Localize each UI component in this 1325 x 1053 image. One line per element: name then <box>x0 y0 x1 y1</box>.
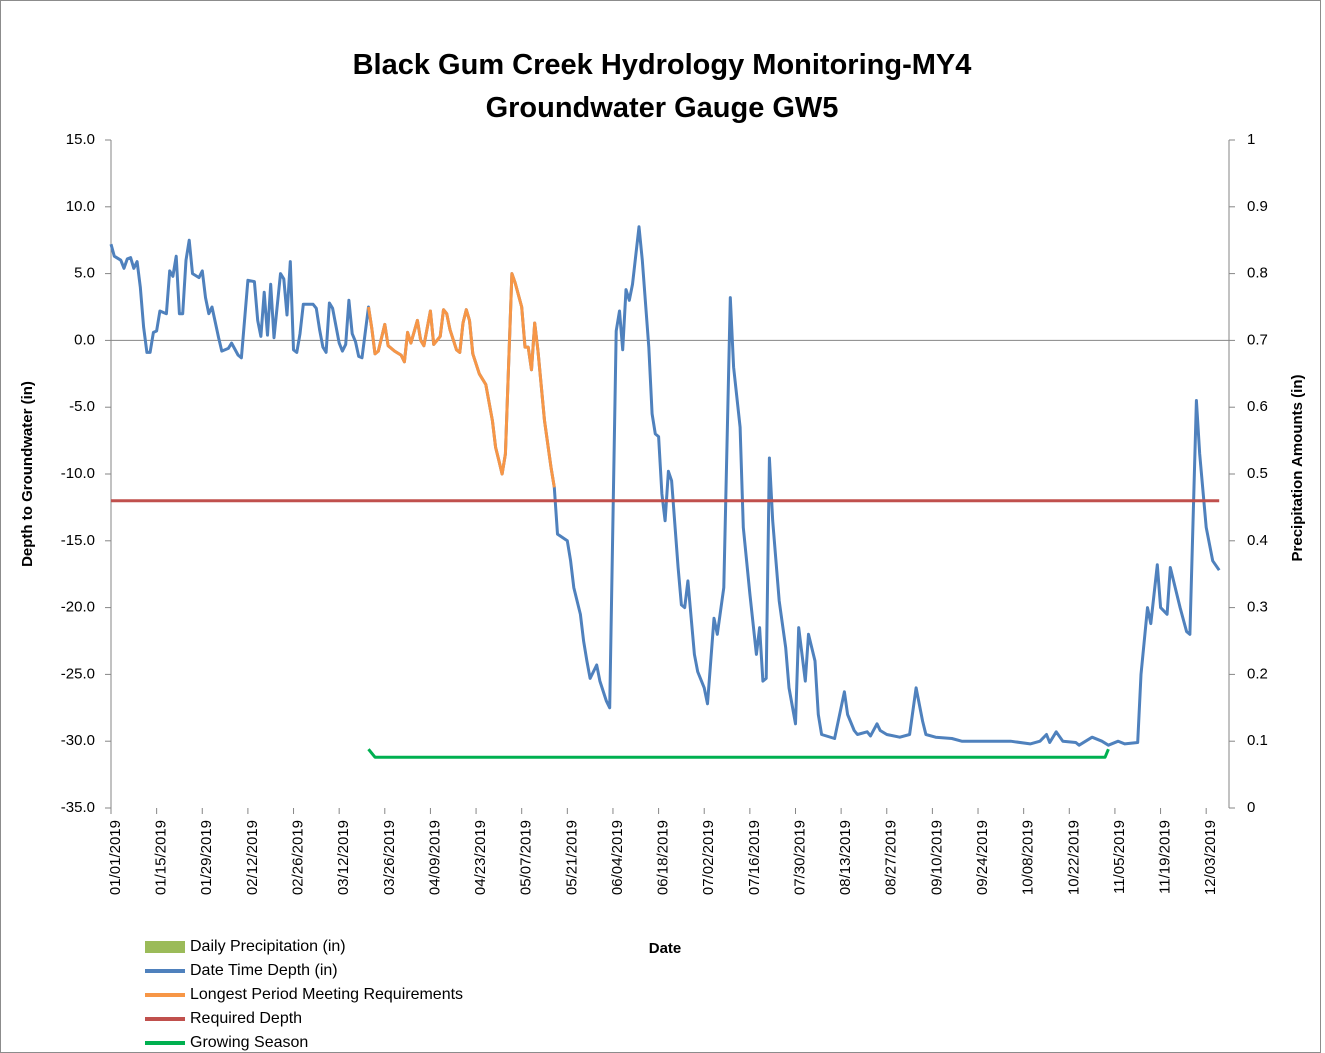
x-tick-label: 01/15/2019 <box>153 820 170 895</box>
x-tick-label: 07/16/2019 <box>746 820 763 895</box>
legend-label: Date Time Depth (in) <box>190 962 338 979</box>
x-tick-label: 05/21/2019 <box>563 820 580 895</box>
data-line <box>367 272 556 488</box>
legend-label: Daily Precipitation (in) <box>190 938 346 955</box>
y-tick-label: -20.0 <box>61 599 95 616</box>
y2-tick-label: 0.8 <box>1247 265 1268 282</box>
y2-tick-label: 0.9 <box>1247 198 1268 215</box>
x-tick-label: 08/27/2019 <box>883 820 900 895</box>
legend-label: Growing Season <box>190 1034 308 1051</box>
x-tick-label: 05/07/2019 <box>518 820 535 895</box>
x-tick-label: 01/29/2019 <box>198 820 215 895</box>
y2-tick-label: 0.1 <box>1247 732 1268 749</box>
y2-tick-label: 0.6 <box>1247 398 1268 415</box>
y-tick-label: 5.0 <box>74 265 95 282</box>
x-tick-label: 06/04/2019 <box>609 820 626 895</box>
y2-tick-label: 0 <box>1247 799 1255 816</box>
y2-tick-label: 1 <box>1247 131 1255 148</box>
x-tick-label: 11/19/2019 <box>1157 820 1174 894</box>
x-tick-label: 04/23/2019 <box>472 820 489 895</box>
y-tick-label: -25.0 <box>61 665 95 682</box>
x-tick-label: 09/10/2019 <box>928 820 945 895</box>
y2-tick-label: 0.3 <box>1247 599 1268 616</box>
y-axis-title: Depth to Groundwater (in) <box>19 381 36 567</box>
x-tick-label: 08/13/2019 <box>837 820 854 895</box>
x-tick-label: 01/01/2019 <box>107 820 124 895</box>
x-tick-label: 04/09/2019 <box>426 820 443 895</box>
x-tick-label: 11/05/2019 <box>1111 820 1128 894</box>
y2-axis-title: Precipitation Amounts (in) <box>1289 375 1306 562</box>
y-tick-label: 15.0 <box>66 131 95 148</box>
y-tick-label: -30.0 <box>61 732 95 749</box>
y-tick-label: 0.0 <box>74 331 95 348</box>
x-tick-label: 10/08/2019 <box>1020 820 1037 895</box>
y-tick-label: -35.0 <box>61 799 95 816</box>
data-line <box>367 748 1110 759</box>
chart-title: Black Gum Creek Hydrology Monitoring-MY4 <box>353 49 972 81</box>
y-tick-label: -5.0 <box>69 398 95 415</box>
legend-label: Required Depth <box>190 1010 302 1027</box>
y2-tick-label: 0.7 <box>1247 331 1268 348</box>
x-tick-label: 07/30/2019 <box>791 820 808 895</box>
x-tick-label: 12/03/2019 <box>1202 820 1219 895</box>
y-tick-label: -15.0 <box>61 532 95 549</box>
y-tick-label: -10.0 <box>61 465 95 482</box>
x-tick-label: 07/02/2019 <box>700 820 717 895</box>
x-tick-label: 02/12/2019 <box>244 820 261 895</box>
x-tick-label: 03/12/2019 <box>335 820 352 895</box>
x-tick-label: 02/26/2019 <box>289 820 306 895</box>
x-tick-label: 06/18/2019 <box>655 820 672 895</box>
x-tick-label: 10/22/2019 <box>1065 820 1082 895</box>
x-tick-label: 03/26/2019 <box>381 820 398 895</box>
y2-tick-label: 0.5 <box>1247 465 1268 482</box>
legend-label: Longest Period Meeting Requirements <box>190 986 463 1003</box>
x-tick-label: 09/24/2019 <box>974 820 991 895</box>
x-axis-title: Date <box>649 940 682 957</box>
y2-tick-label: 0.4 <box>1247 532 1268 549</box>
y-tick-label: 10.0 <box>66 198 95 215</box>
chart-title: Groundwater Gauge GW5 <box>486 92 839 124</box>
y2-tick-label: 0.2 <box>1247 665 1268 682</box>
legend-swatch <box>145 941 185 953</box>
